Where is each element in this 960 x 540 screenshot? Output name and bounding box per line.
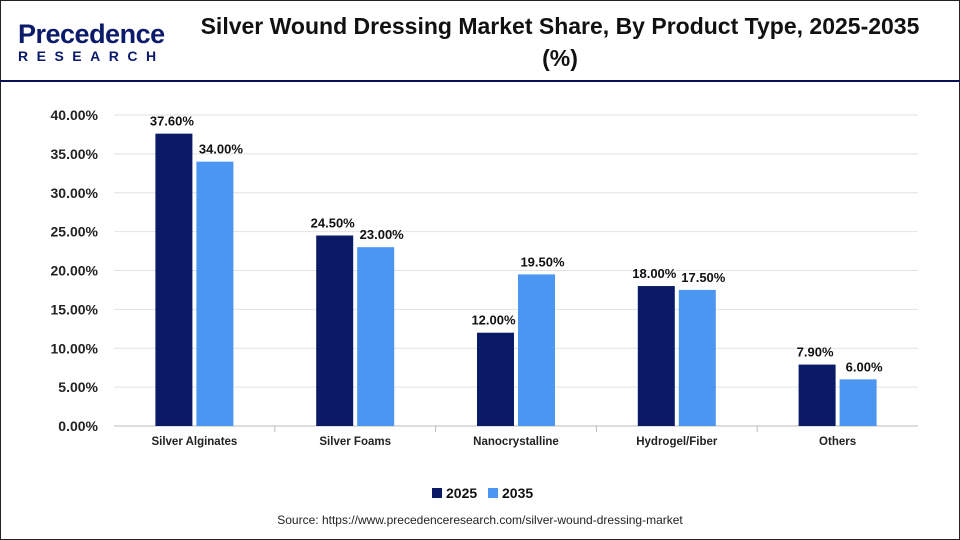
bar-2035	[839, 379, 877, 426]
y-tick-label: 30.00%	[51, 185, 99, 201]
data-label: 7.90%	[797, 345, 834, 360]
chart-title: Silver Wound Dressing Market Share, By P…	[200, 13, 920, 71]
logo-line1: Precedence	[18, 19, 165, 49]
y-tick-label: 5.00%	[58, 379, 98, 395]
bar-2025	[477, 332, 514, 426]
data-label: 23.00%	[360, 227, 405, 242]
y-tick-label: 15.00%	[51, 301, 99, 317]
legend-label: 2025	[446, 485, 477, 501]
y-tick-label: 40.00%	[51, 107, 99, 123]
y-tick-label: 0.00%	[58, 418, 98, 434]
data-label: 18.00%	[632, 266, 677, 281]
logo: Precedence RESEARCH	[18, 19, 165, 65]
data-label: 34.00%	[199, 142, 244, 157]
data-label: 24.50%	[311, 216, 356, 231]
data-label: 17.50%	[681, 270, 726, 285]
x-tick-label: Silver Foams	[319, 436, 391, 448]
legend-swatch-2035	[488, 488, 498, 498]
bar-2025	[637, 286, 675, 426]
logo-line2: RESEARCH	[18, 48, 165, 64]
y-tick-label: 10.00%	[51, 340, 99, 356]
legend-label: 2035	[502, 485, 533, 501]
source-text: Source: https://www.precedenceresearch.c…	[277, 513, 683, 527]
data-label: 12.00%	[471, 313, 516, 328]
x-tick-label: Silver Alginates	[151, 436, 237, 448]
bar-2025	[798, 364, 836, 426]
bar-2035	[678, 289, 716, 426]
y-tick-label: 35.00%	[51, 146, 99, 162]
bar-2035	[357, 247, 395, 426]
bar-2035	[518, 274, 555, 426]
header: Precedence RESEARCH Silver Wound Dressin…	[0, 0, 960, 82]
bar-2035	[196, 161, 234, 426]
bar-2025	[155, 133, 193, 426]
bar-2025	[316, 235, 354, 426]
data-label: 6.00%	[846, 359, 883, 374]
data-label: 19.50%	[520, 254, 565, 269]
x-tick-label: Hydrogel/Fiber	[636, 436, 718, 448]
x-tick-label: Nanocrystalline	[473, 436, 559, 448]
x-tick-label: Others	[819, 436, 856, 448]
y-tick-label: 20.00%	[51, 263, 99, 279]
legend-swatch-2025	[432, 488, 442, 498]
y-tick-label: 25.00%	[51, 224, 99, 240]
data-label: 37.60%	[150, 114, 195, 129]
